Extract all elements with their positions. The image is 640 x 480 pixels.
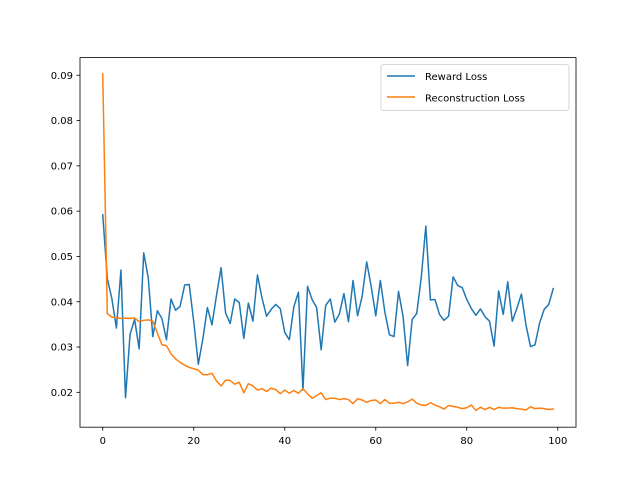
x-tick-label: 60 [369,436,382,447]
x-tick-label: 0 [100,436,106,447]
y-tick-label: 0.03 [51,343,73,354]
y-tick-label: 0.07 [51,161,73,172]
y-axis: 0.02 0.03 0.04 0.05 0.06 0.07 0.08 0.09 [51,71,80,399]
y-tick-label: 0.05 [51,252,73,263]
y-tick-label: 0.08 [51,116,73,127]
y-tick-label: 0.02 [51,388,73,399]
y-tick-label: 0.09 [51,71,73,82]
x-tick-label: 100 [548,436,567,447]
legend-label-reward-loss: Reward Loss [425,72,487,83]
y-tick-label: 0.06 [51,207,73,218]
x-tick-label: 20 [187,436,200,447]
plot-area [101,73,555,412]
x-axis: 0 20 40 60 80 100 [100,427,567,447]
x-tick-label: 40 [278,436,291,447]
legend: Reward Loss Reconstruction Loss [380,64,570,111]
x-tick-label: 80 [460,436,473,447]
series-line-reconstruction-loss [101,73,555,412]
legend-box [380,64,570,111]
y-tick-label: 0.04 [51,297,73,308]
legend-label-reconstruction-loss: Reconstruction Loss [425,94,525,105]
plot-frame [79,57,577,428]
series-line-reward-loss [101,213,555,399]
